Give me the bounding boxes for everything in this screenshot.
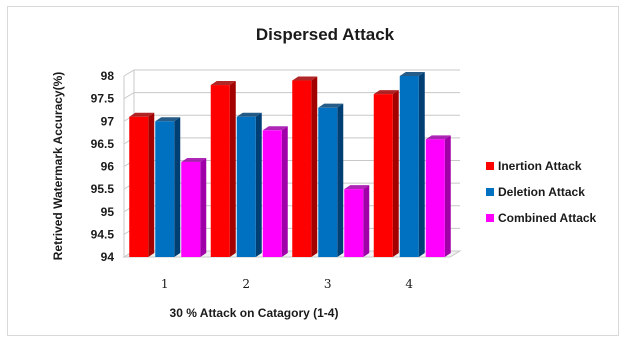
bar-side [311,76,318,258]
bar-top [425,135,451,140]
y-tick-label: 95 [101,205,115,219]
bar-side [363,185,370,257]
bar [262,126,288,257]
bar [210,81,236,257]
bar-top [344,185,370,190]
bar [318,103,344,257]
bar-side [444,135,451,257]
chart-title: Dispersed Attack [256,25,395,44]
legend-swatch [486,188,494,196]
bar-top [129,112,155,117]
x-tick-label: 1 [161,277,169,291]
bar-front [181,161,201,257]
bar-front [373,94,393,257]
bar-side [255,112,262,257]
bar-top [236,112,262,117]
legend-item: Deletion Attack [486,185,585,199]
bar-top [318,103,344,108]
bar [129,112,155,257]
bar-side [337,103,344,257]
legend-label: Deletion Attack [498,185,585,199]
bar [399,72,425,257]
bar [181,157,207,257]
bar-top [155,117,181,122]
bar-side [392,90,399,257]
legend-swatch [486,214,494,222]
bar-front [262,130,282,257]
y-tick-labels: 94 94.5 95 95.5 96 96.5 97 97.5 98 [91,69,115,264]
bar-side [148,112,155,257]
bar [425,135,451,257]
y-tick-label: 96.5 [91,137,115,151]
bar [155,117,181,257]
bar-top [373,90,399,95]
bar-front [425,139,445,257]
bar-side [229,81,236,257]
bar-side [418,72,425,257]
x-tick-label: 4 [405,277,413,291]
y-axis-label: Retrived Watermark Accuracy(%) [51,72,65,261]
bar-front [155,121,175,257]
bar-top [292,76,318,81]
y-tick-label: 95.5 [91,182,115,196]
bar-top [181,157,207,162]
bar-front [318,107,338,257]
legend-item: Inertion Attack [486,159,582,173]
x-axis-label: 30 % Attack on Catagory (1-4) [170,306,339,320]
bar-front [292,80,312,258]
bar-top [262,126,288,131]
bar-side [174,117,181,257]
bar [292,76,318,258]
y-tick-label: 98 [101,69,115,83]
bar [373,90,399,257]
bar-front [344,189,364,257]
bar-front [399,76,419,257]
legend-swatch [486,162,494,170]
y-tick-label: 94 [101,250,115,264]
bar-layer [129,72,451,258]
bar-front [236,116,256,257]
bar-top [399,72,425,76]
bar-side [281,126,288,257]
y-tick-label: 97.5 [91,92,115,106]
y-tick-label: 96 [101,160,115,174]
bar-front [210,85,230,257]
bar-side [200,157,207,257]
y-tick-label: 94.5 [91,227,115,241]
x-tick-label: 3 [324,277,332,291]
x-tick-label: 2 [242,277,250,291]
legend-label: Inertion Attack [498,159,582,173]
bar [344,185,370,257]
legend: Inertion Attack Deletion Attack Combined A… [486,159,597,225]
legend-item: Combined Attack [486,211,597,225]
bar-front [129,116,149,257]
bar [236,112,262,257]
x-tick-labels: 1 2 3 4 [161,277,414,291]
y-tick-label: 97 [101,114,115,128]
legend-label: Combined Attack [498,211,597,225]
bar-top [210,81,236,86]
